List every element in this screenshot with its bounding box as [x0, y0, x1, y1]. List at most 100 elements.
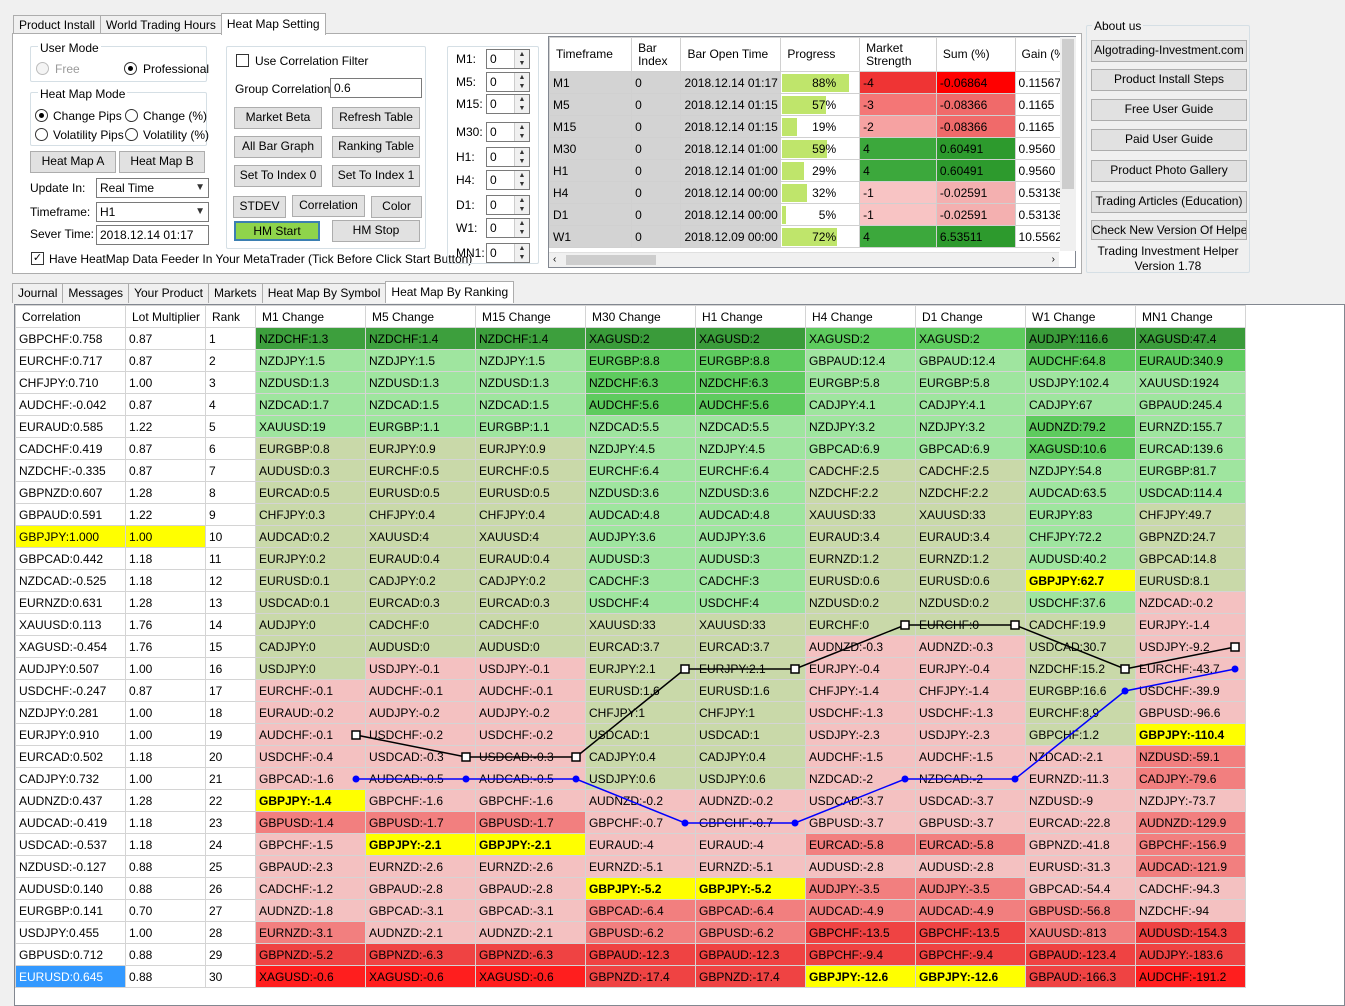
tf-header-cell[interactable]: Bar Index — [631, 37, 682, 72]
ranking-row[interactable]: CADCHF:0.419 0.87 6 EURGBP:0.8 EURJPY:0.9 EUR… — [15, 437, 1246, 460]
ranking-row[interactable]: EURUSD:0.645 0.88 30 XAGUSD:-0.6 XAGUSD:-0.6… — [15, 965, 1246, 988]
ranking-row[interactable]: EURJPY:0.910 1.00 19 AUDCHF:-0.1 USDCHF:-0.2… — [15, 723, 1246, 746]
ranking-header-cell[interactable]: H4 Change — [805, 305, 916, 328]
use-correlation-filter-checkbox[interactable] — [236, 54, 249, 67]
ranking-row[interactable]: USDCAD:-0.537 1.18 24 GBPCHF:-1.5 GBPJPY:-2.… — [15, 833, 1246, 856]
ranking-row[interactable]: GBPCHF:0.758 0.87 1 NZDCHF:1.3 NZDCHF:1.4 NZD… — [15, 327, 1246, 350]
timeframe-select[interactable]: H1 ▼ — [96, 202, 209, 222]
tab-markets[interactable]: Markets — [208, 283, 263, 303]
ranking-row[interactable]: CHFJPY:0.710 1.00 3 NZDUSD:1.3 NZDUSD:1.3 NZD… — [15, 371, 1246, 394]
ranking-row[interactable]: AUDUSD:0.140 0.88 26 CADCHF:-1.2 GBPAUD:-2.8… — [15, 877, 1246, 900]
about-link-5[interactable]: Trading Articles (Education) — [1091, 191, 1247, 213]
shift-spinner-4[interactable]: 0 ▲ ▼ — [486, 147, 530, 167]
tab-journal[interactable]: Journal — [12, 283, 64, 303]
tab-heat-map-by-symbol[interactable]: Heat Map By Symbol — [261, 283, 387, 303]
tab-heat-map-setting[interactable]: Heat Map Setting — [220, 13, 326, 35]
shift-spinner-2[interactable]: 0 ▲ ▼ — [486, 94, 530, 114]
ranking-row[interactable]: NZDCAD:-0.525 1.18 12 EURUSD:0.1 CADJPY:0.2 C… — [15, 569, 1246, 592]
set-to-index-1-button[interactable]: Set To Index 1 — [332, 165, 420, 187]
ranking-header-cell[interactable]: MN1 Change — [1135, 305, 1246, 328]
spinner-arrows-icon[interactable]: ▲ ▼ — [514, 50, 529, 68]
ranking-header-cell[interactable]: M15 Change — [475, 305, 586, 328]
free-radio[interactable] — [36, 62, 49, 75]
tf-row[interactable]: H1 0 2018.12.14 01:00 29% 4 0.60491 0.9560 — [549, 159, 1075, 182]
about-link-6[interactable]: Check New Version Of Helper — [1091, 220, 1247, 240]
chevron-left-icon[interactable]: ‹ — [553, 254, 557, 265]
update-in-select[interactable]: Real Time ▼ — [96, 178, 209, 198]
tf-vertical-scrollbar[interactable] — [1060, 37, 1076, 251]
ranking-header-cell[interactable]: Rank — [205, 305, 256, 328]
feeder-checkbox[interactable]: ✓ — [31, 252, 44, 265]
ranking-row[interactable]: GBPJPY:1.000 1.00 10 AUDCAD:0.2 XAUUSD:4 XAUU… — [15, 525, 1246, 548]
all-bar-graph-button[interactable]: All Bar Graph — [234, 136, 322, 158]
spinner-arrows-icon[interactable]: ▲ ▼ — [514, 148, 529, 166]
professional-radio[interactable] — [124, 62, 137, 75]
ranking-header-cell[interactable]: D1 Change — [915, 305, 1026, 328]
correlation-button[interactable]: Correlation — [292, 195, 365, 217]
ranking-row[interactable]: CADJPY:0.732 1.00 21 GBPCAD:-1.6 AUDCAD:-0.5… — [15, 767, 1246, 790]
tf-row[interactable]: H4 0 2018.12.14 00:00 32% -1 -0.02591 0.53138 — [549, 181, 1075, 204]
set-to-index-0-button[interactable]: Set To Index 0 — [234, 165, 322, 187]
about-link-3[interactable]: Paid User Guide — [1091, 129, 1247, 151]
ranking-header-cell[interactable]: H1 Change — [695, 305, 806, 328]
tf-row[interactable]: M15 0 2018.12.14 01:15 19% -2 -0.08366 0.1165 — [549, 115, 1075, 138]
tf-header-cell[interactable]: Market Strength — [859, 37, 937, 72]
tab-world-trading-hours[interactable]: World Trading Hours — [100, 15, 222, 35]
spinner-arrows-icon[interactable]: ▲ ▼ — [514, 123, 529, 141]
ranking-row[interactable]: EURCAD:0.502 1.18 20 USDCHF:-0.4 USDCAD:-0.3… — [15, 745, 1246, 768]
about-link-4[interactable]: Product Photo Gallery — [1091, 160, 1247, 182]
ranking-row[interactable]: NZDCHF:-0.335 0.87 7 AUDUSD:0.3 EURCHF:0.5 EU… — [15, 459, 1246, 482]
ranking-row[interactable]: AUDCAD:-0.419 1.18 23 GBPUSD:-1.4 GBPUSD:-1.… — [15, 811, 1246, 834]
ranking-row[interactable]: NZDUSD:-0.127 0.88 25 GBPAUD:-2.3 EURNZD:-2.… — [15, 855, 1246, 878]
spinner-arrows-icon[interactable]: ▲ ▼ — [514, 95, 529, 113]
ranking-table-button[interactable]: Ranking Table — [332, 136, 420, 158]
ranking-row[interactable]: AUDNZD:0.437 1.28 22 GBPJPY:-1.4 GBPCHF:-1.6… — [15, 789, 1246, 812]
ranking-row[interactable]: EURNZD:0.631 1.28 13 USDCAD:0.1 EURCAD:0.3 EU… — [15, 591, 1246, 614]
sever-time-field[interactable]: 2018.12.14 01:17 — [96, 225, 209, 245]
ranking-row[interactable]: GBPUSD:0.712 0.88 29 GBPNZD:-5.2 GBPNZD:-6.3… — [15, 943, 1246, 966]
ranking-row[interactable]: EURGBP:0.141 0.70 27 AUDNZD:-1.8 GBPCAD:-3.1… — [15, 899, 1246, 922]
tf-hscroll-thumb[interactable] — [566, 255, 656, 265]
ranking-header-cell[interactable]: M5 Change — [365, 305, 476, 328]
ranking-row[interactable]: GBPCAD:0.442 1.18 11 EURJPY:0.2 EURAUD:0.4 EU… — [15, 547, 1246, 570]
shift-spinner-0[interactable]: 0 ▲ ▼ — [486, 49, 530, 69]
ranking-row[interactable]: USDJPY:0.455 1.00 28 EURNZD:-3.1 AUDNZD:-2.1… — [15, 921, 1246, 944]
ranking-row[interactable]: NZDJPY:0.281 1.00 18 EURAUD:-0.2 AUDJPY:-0.2… — [15, 701, 1246, 724]
shift-spinner-6[interactable]: 0 ▲ ▼ — [486, 195, 530, 215]
tf-header-cell[interactable]: Bar Open Time — [680, 37, 782, 72]
tf-horizontal-scrollbar[interactable]: ‹ › — [549, 252, 1059, 267]
ranking-row[interactable]: USDCHF:-0.247 0.87 17 EURCHF:-0.1 AUDCHF:-0.… — [15, 679, 1246, 702]
market-beta-button[interactable]: Market Beta — [234, 107, 322, 129]
tf-scroll-thumb[interactable] — [1062, 39, 1074, 189]
color-button[interactable]: Color — [371, 196, 422, 218]
tab-heat-map-by-ranking[interactable]: Heat Map By Ranking — [385, 281, 515, 303]
stdev-button[interactable]: STDEV — [233, 196, 286, 218]
spinner-arrows-icon[interactable]: ▲ ▼ — [514, 196, 529, 214]
change-pct-radio[interactable] — [125, 109, 138, 122]
refresh-table-button[interactable]: Refresh Table — [332, 107, 420, 129]
tf-header-cell[interactable]: Sum (%) — [935, 37, 1016, 72]
ranking-row[interactable]: GBPAUD:0.591 1.22 9 CHFJPY:0.3 CHFJPY:0.4 CHF… — [15, 503, 1246, 526]
chevron-right-icon[interactable]: › — [1051, 254, 1055, 265]
shift-spinner-1[interactable]: 0 ▲ ▼ — [486, 72, 530, 92]
about-link-0[interactable]: Algotrading-Investment.com — [1091, 40, 1247, 62]
ranking-header-cell[interactable]: Correlation — [15, 305, 126, 328]
ranking-row[interactable]: AUDCHF:-0.042 0.87 4 NZDCAD:1.7 NZDCAD:1.5 NZ… — [15, 393, 1246, 416]
ranking-header-cell[interactable]: M30 Change — [585, 305, 696, 328]
tab-product-install[interactable]: Product Install — [13, 15, 102, 35]
group-correlation-field[interactable]: 0.6 — [330, 78, 422, 98]
tab-messages[interactable]: Messages — [62, 283, 130, 303]
tf-header-cell[interactable]: Timeframe — [549, 37, 633, 72]
volatility-pct-radio[interactable] — [125, 128, 138, 141]
spinner-arrows-icon[interactable]: ▲ ▼ — [514, 219, 529, 237]
ranking-row[interactable]: EURCHF:0.717 0.87 2 NZDJPY:1.5 NZDJPY:1.5 NZD… — [15, 349, 1246, 372]
ranking-header-cell[interactable]: Lot Multiplier — [125, 305, 206, 328]
shift-spinner-5[interactable]: 0 ▲ ▼ — [486, 170, 530, 190]
shift-spinner-8[interactable]: 0 ▲ ▼ — [486, 243, 530, 263]
ranking-header-cell[interactable]: M1 Change — [255, 305, 366, 328]
about-link-1[interactable]: Product Install Steps — [1091, 69, 1247, 91]
ranking-row[interactable]: XAGUSD:-0.454 1.76 15 CADJPY:0 AUDUSD:0 AUDUS… — [15, 635, 1246, 658]
heat-map-a-button[interactable]: Heat Map A — [30, 151, 116, 173]
tf-row[interactable]: M1 0 2018.12.14 01:17 88% -4 -0.06864 0.11567 — [549, 71, 1075, 94]
ranking-row[interactable]: EURAUD:0.585 1.22 5 XAUUSD:19 EURGBP:1.1 EURG… — [15, 415, 1246, 438]
